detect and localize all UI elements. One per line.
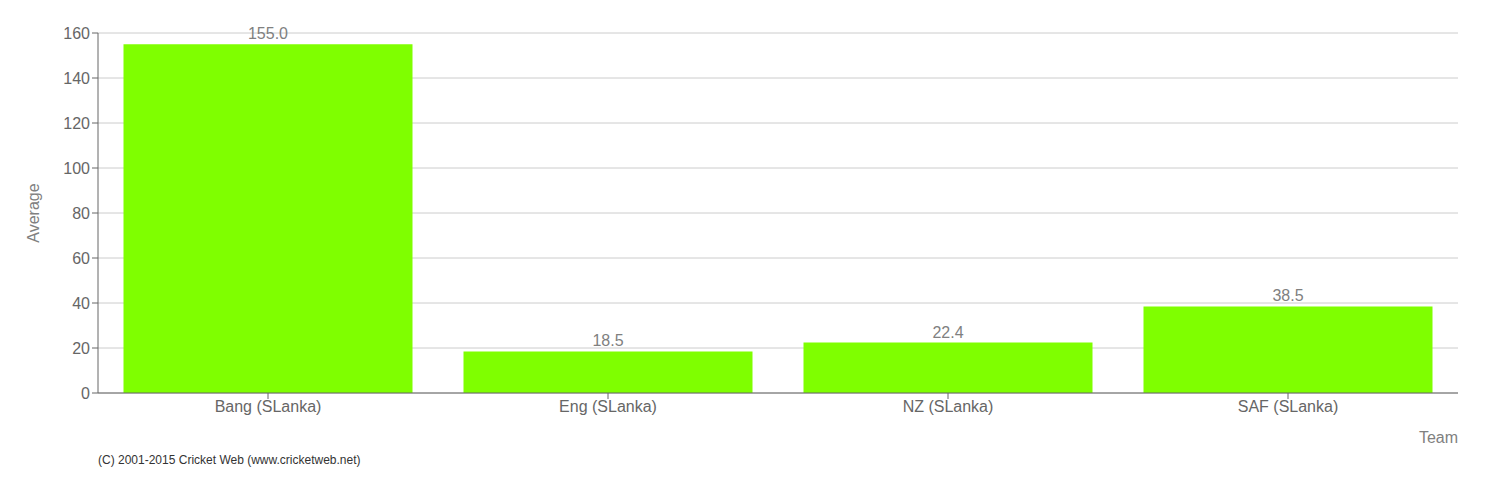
svg-text:160: 160: [63, 25, 90, 42]
svg-text:SAF (SLanka): SAF (SLanka): [1238, 398, 1338, 415]
svg-text:22.4: 22.4: [932, 324, 963, 341]
svg-text:0: 0: [81, 385, 90, 402]
svg-text:Average: Average: [25, 183, 42, 242]
svg-text:NZ (SLanka): NZ (SLanka): [903, 398, 994, 415]
svg-text:155.0: 155.0: [248, 25, 288, 42]
svg-text:38.5: 38.5: [1272, 287, 1303, 304]
svg-text:80: 80: [72, 205, 90, 222]
svg-text:40: 40: [72, 295, 90, 312]
svg-text:20: 20: [72, 340, 90, 357]
svg-text:100: 100: [63, 160, 90, 177]
svg-text:60: 60: [72, 250, 90, 267]
svg-text:Bang (SLanka): Bang (SLanka): [215, 398, 322, 415]
svg-text:18.5: 18.5: [592, 332, 623, 349]
svg-text:140: 140: [63, 70, 90, 87]
svg-text:120: 120: [63, 115, 90, 132]
html-text:(C) 2001-2015 Cricket Web (www: (C) 2001-2015 Cricket Web (www.cricketwe…: [98, 453, 361, 467]
svg-text:Eng (SLanka): Eng (SLanka): [559, 398, 657, 415]
svg-text:Team: Team: [1419, 429, 1458, 446]
